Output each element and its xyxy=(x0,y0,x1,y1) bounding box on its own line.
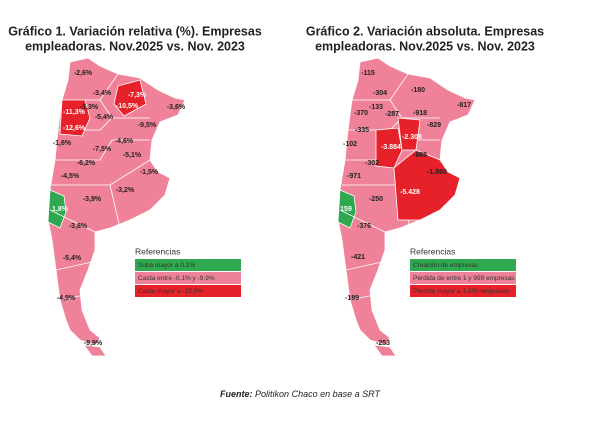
region-label: -5.428 xyxy=(400,189,420,196)
region-red xyxy=(59,99,91,137)
map-title: Gráfico 1. Variación relativa (%). Empre… xyxy=(8,24,262,38)
region-label: -180 xyxy=(411,87,425,94)
region-label: -421 xyxy=(351,254,365,261)
region-label: -10,5% xyxy=(116,103,139,110)
region-label: -376 xyxy=(357,223,371,230)
region-label: -3,4% xyxy=(93,90,112,97)
region-label: -189 xyxy=(345,295,359,302)
region-label: -7,5% xyxy=(93,146,112,153)
map-1 xyxy=(47,57,186,357)
region-label: 159 xyxy=(340,206,352,213)
region-label: -335 xyxy=(355,127,369,134)
region-label: -3,9% xyxy=(83,196,102,203)
region-label: -6,2% xyxy=(77,160,96,167)
region-label: -4,6% xyxy=(115,138,134,145)
region-label: -302 xyxy=(365,160,379,167)
region-label: -11,3% xyxy=(63,109,86,116)
legend-title: Referencias xyxy=(410,246,455,256)
legend-item: Pérdida de entre 1 y 999 empresas xyxy=(413,275,515,282)
region-label: -5,4% xyxy=(95,114,114,121)
region-label: -304 xyxy=(373,90,387,97)
source-note: Fuente: Politikon Chaco en base a SRT xyxy=(220,389,381,399)
legend-item: Creación de empresas xyxy=(413,262,479,269)
region-label: -115 xyxy=(361,70,375,77)
map-2 xyxy=(337,57,476,357)
region-label: -1,3% xyxy=(80,104,99,111)
region-label: -1,6% xyxy=(53,140,72,147)
legend-swatch xyxy=(410,285,516,297)
legend-swatch xyxy=(410,272,516,284)
region-label: -2.308 xyxy=(402,134,422,141)
region-label: -250 xyxy=(369,196,383,203)
region-label: -3.884 xyxy=(381,144,401,151)
source-label: Fuente: xyxy=(220,389,253,399)
legend-item: Pérdida mayor a 1.000 empresas xyxy=(413,288,510,295)
legend-swatch xyxy=(135,285,241,297)
region-label: -9,5% xyxy=(138,122,157,129)
region-label: -370 xyxy=(354,110,368,117)
legend-swatch xyxy=(410,259,516,271)
region-label: -817 xyxy=(457,102,471,109)
region-label: -1,5% xyxy=(140,169,159,176)
source-text: Politikon Chaco en base a SRT xyxy=(255,389,381,399)
region-label: -3,2% xyxy=(116,187,135,194)
region-label: -3,8% xyxy=(69,223,88,230)
region-label: -133 xyxy=(369,104,383,111)
region-label: -102 xyxy=(343,141,357,148)
legend-title: Referencias xyxy=(135,246,180,256)
legend-item: Suba mayor a 0,1% xyxy=(138,262,195,269)
legend-item: Caída mayor a -10,0% xyxy=(138,288,203,295)
region-label: -2,6% xyxy=(74,70,93,77)
region-label: -1.860 xyxy=(427,169,447,176)
map-title: empleadoras. Nov.2025 vs. Nov. 2023 xyxy=(315,39,535,53)
region-red xyxy=(393,149,461,221)
map-title: empleadoras. Nov.2025 vs. Nov. 2023 xyxy=(25,39,245,53)
region-red xyxy=(375,127,403,169)
region-label: -4,9% xyxy=(57,295,76,302)
region-label: -287 xyxy=(385,111,399,118)
region-red xyxy=(113,79,147,117)
region-label: -9,9% xyxy=(84,340,103,347)
legend-swatch xyxy=(135,259,241,271)
region-label: 1,8% xyxy=(52,206,69,213)
map-title: Gráfico 2. Variación absoluta. Empresas xyxy=(306,24,544,38)
region-label: -3,6% xyxy=(167,104,186,111)
region-label: -253 xyxy=(376,340,390,347)
region-label: -4,5% xyxy=(61,173,80,180)
region-label: -971 xyxy=(347,173,361,180)
region-label: -12,6% xyxy=(63,125,86,132)
region-label: -829 xyxy=(427,122,441,129)
legend-swatch xyxy=(135,272,241,284)
region-label: -918 xyxy=(413,110,427,117)
region-label: -7,3% xyxy=(128,92,147,99)
region-label: -5,4% xyxy=(63,255,82,262)
region-label: -5,1% xyxy=(123,152,142,159)
region-label: -865 xyxy=(413,152,427,159)
legend-item: Caída entre -0,1% y -9,9% xyxy=(138,275,215,282)
